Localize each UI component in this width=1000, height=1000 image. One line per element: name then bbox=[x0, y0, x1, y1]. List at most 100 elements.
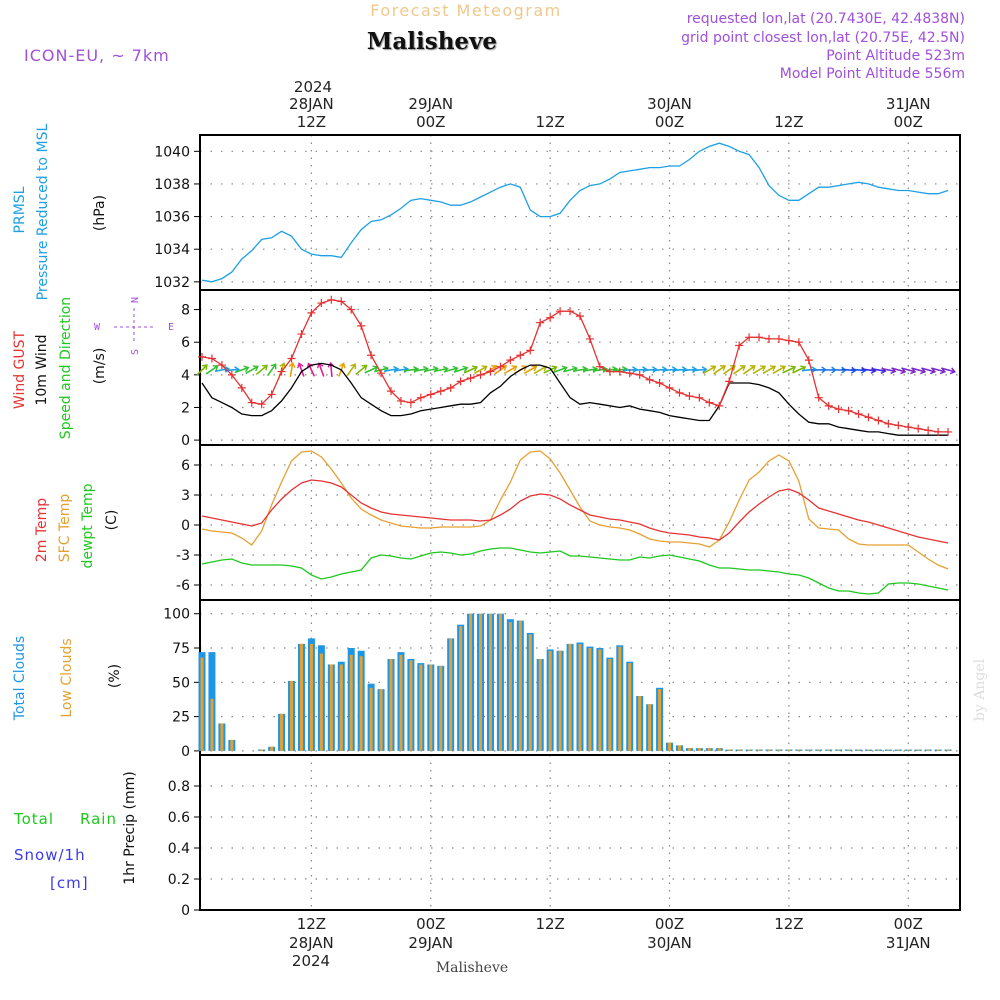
low-cloud-bar bbox=[290, 680, 294, 751]
gust-marker bbox=[486, 367, 495, 376]
temp-unit-label: (C) bbox=[104, 510, 120, 531]
gust-marker bbox=[695, 393, 704, 402]
low-cloud-bar bbox=[787, 749, 791, 751]
compass-w: W bbox=[94, 322, 101, 333]
low-cloud-bar bbox=[777, 749, 781, 751]
top-hour-label: 00Z bbox=[655, 113, 684, 131]
t2m-label: 2m Temp bbox=[34, 498, 50, 562]
gust-marker bbox=[526, 346, 535, 355]
wind-arrow bbox=[752, 365, 766, 375]
wind-arrow bbox=[523, 365, 537, 375]
wind-arrow-head bbox=[452, 365, 459, 373]
low-cloud-bar bbox=[797, 749, 801, 751]
wind-arrow-head bbox=[642, 366, 648, 374]
gust-marker bbox=[396, 396, 405, 405]
wind-arrow-head bbox=[779, 365, 787, 372]
wind-arrow-head bbox=[739, 365, 746, 371]
gust-marker bbox=[804, 356, 813, 365]
wind-arrow-head bbox=[632, 366, 638, 374]
wind-arrow-head bbox=[651, 366, 658, 374]
wind-unit-label: (m/s) bbox=[92, 348, 108, 385]
y-tick-label: 1040 bbox=[154, 144, 190, 160]
gust-marker bbox=[675, 388, 684, 397]
gust-marker bbox=[406, 398, 415, 407]
gust-marker bbox=[476, 370, 485, 379]
low-cloud-bar bbox=[628, 663, 632, 751]
wind-arrow bbox=[582, 368, 597, 372]
wind-arrow-head bbox=[350, 363, 357, 370]
compass-icon: N S W E bbox=[94, 297, 174, 355]
wind-arrow bbox=[931, 367, 946, 373]
prmsl-label: PRMSL bbox=[12, 186, 28, 233]
wind-arrow bbox=[383, 367, 399, 372]
low-cloud-bar bbox=[389, 658, 393, 751]
precip-total-label: Total bbox=[13, 810, 54, 828]
y-tick-label: 0.2 bbox=[168, 872, 190, 888]
gust-marker bbox=[516, 351, 525, 360]
wind-arrow-head bbox=[661, 366, 668, 374]
gust-marker bbox=[924, 426, 933, 435]
wind-arrow bbox=[911, 367, 926, 373]
low-cloud-bar bbox=[488, 613, 492, 751]
wind-arrow-head bbox=[339, 362, 346, 369]
y-tick-label: 0 bbox=[181, 744, 190, 760]
wind-arrow-head bbox=[710, 365, 717, 372]
wind-arrow-head bbox=[691, 366, 698, 374]
wind-arrow bbox=[443, 367, 458, 373]
gust-marker bbox=[267, 390, 276, 399]
wind-arrow bbox=[632, 368, 647, 372]
low-clouds-label: Low Clouds bbox=[59, 638, 75, 717]
wind-arrow bbox=[652, 368, 667, 372]
y-tick-label: 8 bbox=[181, 303, 190, 319]
low-cloud-bar bbox=[309, 643, 313, 751]
low-cloud-bar bbox=[210, 698, 214, 751]
gust-marker bbox=[227, 370, 236, 379]
wind-arrow bbox=[364, 366, 378, 374]
wind-arrow-head bbox=[701, 366, 708, 374]
series-line bbox=[201, 142, 949, 283]
y-tick-label: 0 bbox=[181, 433, 190, 449]
wind-arrow bbox=[572, 367, 588, 372]
wind-arrow bbox=[921, 367, 936, 373]
bottom-hour-label: 12Z bbox=[297, 915, 326, 933]
model-altitude: Model Point Altitude 556m bbox=[780, 66, 965, 82]
panel-frame bbox=[199, 444, 961, 601]
low-cloud-bar bbox=[687, 748, 691, 751]
footer-location: Malisheve bbox=[436, 960, 508, 976]
clouds-panel: 0 25 50 75 100 bbox=[163, 599, 961, 760]
low-cloud-bar bbox=[668, 742, 672, 751]
low-cloud-bar bbox=[369, 687, 373, 751]
gust-marker bbox=[576, 312, 584, 321]
wind-arrow bbox=[196, 364, 208, 376]
wind-arrow-head bbox=[481, 365, 488, 372]
gust-marker bbox=[357, 321, 366, 330]
precip-panel: 0 0.2 0.4 0.6 0.8 bbox=[168, 754, 961, 919]
wind-arrow bbox=[901, 367, 916, 373]
wind-arrow-head bbox=[719, 365, 726, 371]
wind-arrow-head bbox=[270, 363, 277, 370]
wind-arrow bbox=[881, 367, 896, 373]
gust-marker bbox=[884, 419, 893, 428]
gust-marker bbox=[934, 427, 943, 436]
precip-unit-label: 1hr Precip (mm) bbox=[122, 771, 138, 884]
series-line bbox=[201, 362, 949, 436]
series-line bbox=[201, 299, 949, 433]
low-cloud-bar bbox=[200, 657, 204, 751]
low-cloud-bar bbox=[409, 660, 413, 751]
gust-marker bbox=[536, 318, 545, 327]
wind-arrow bbox=[553, 366, 567, 374]
gridpoint-coords: grid point closest lon,lat (20.75E, 42.5… bbox=[681, 30, 965, 46]
y-tick-label: 3 bbox=[181, 488, 190, 504]
bottom-year-label: 2024 bbox=[292, 952, 330, 970]
gust-marker bbox=[784, 336, 793, 345]
bottom-hour-label: 00Z bbox=[894, 915, 923, 933]
low-cloud-bar bbox=[946, 749, 950, 751]
y-tick-label: 1034 bbox=[154, 242, 190, 258]
wind-arrow bbox=[533, 365, 547, 375]
model-label: ICON-EU, ~ 7km bbox=[24, 46, 170, 65]
wind-arrow-head bbox=[850, 366, 857, 374]
low-cloud-bar bbox=[906, 749, 910, 751]
y-tick-label: 0 bbox=[181, 518, 190, 534]
low-cloud-bar bbox=[618, 646, 622, 751]
wind-arrow bbox=[732, 365, 746, 375]
